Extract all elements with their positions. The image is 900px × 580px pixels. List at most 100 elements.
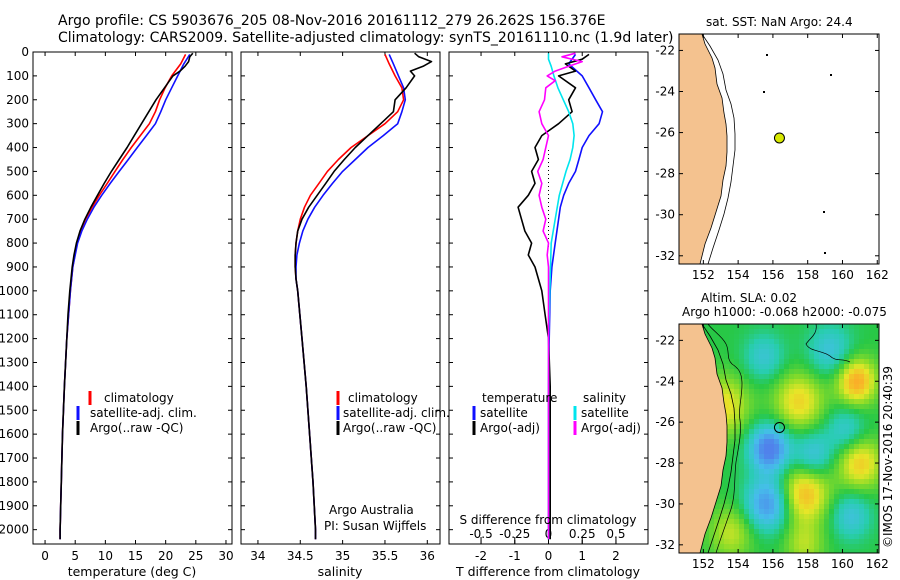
heatmap-cell [874, 494, 879, 500]
heatmap-cell [854, 419, 860, 425]
heatmap-cell [779, 464, 785, 470]
heatmap-cell [829, 384, 835, 390]
legend-label-argo: Argo(..raw -QC) [90, 421, 183, 435]
legend-label-climatology: climatology [104, 391, 174, 405]
heatmap-cell [854, 519, 860, 525]
heatmap-cell [754, 399, 760, 405]
heatmap-cell [829, 434, 835, 440]
heatmap-cell [794, 429, 800, 435]
heatmap-cell [834, 404, 840, 410]
map-x-tick-label: 158 [796, 557, 819, 571]
heatmap-cell [804, 354, 810, 360]
heatmap-cell [864, 349, 870, 355]
heatmap-cell [874, 449, 879, 455]
legend-label-t-argo: Argo(-adj) [480, 421, 540, 435]
heatmap-cell [869, 504, 875, 510]
heatmap-cell [774, 479, 780, 485]
difference-xlabel: T difference from climatology [455, 564, 641, 579]
heatmap-cell [809, 404, 815, 410]
heatmap-cell [739, 549, 745, 553]
heatmap-cell [869, 424, 875, 430]
heatmap-cell [774, 449, 780, 455]
heatmap-cell [804, 469, 810, 475]
heatmap-cell [859, 524, 865, 530]
heatmap-cell [769, 329, 775, 335]
x-tick-label: -1 [509, 549, 521, 563]
heatmap-cell [819, 424, 825, 430]
heatmap-cell [839, 444, 845, 450]
heatmap-cell [869, 449, 875, 455]
heatmap-cell [824, 454, 830, 460]
heatmap-cell [814, 384, 820, 390]
heatmap-cell [849, 359, 855, 365]
heatmap-cell [789, 359, 795, 365]
heatmap-cell [744, 464, 750, 470]
heatmap-cell [799, 499, 805, 505]
heatmap-cell [859, 474, 865, 480]
heatmap-cell [844, 504, 850, 510]
heatmap-cell [759, 524, 765, 530]
heatmap-cell [809, 419, 815, 425]
heatmap-cell [814, 329, 820, 335]
heatmap-cell [769, 484, 775, 490]
heatmap-cell [774, 454, 780, 460]
heatmap-cell [704, 544, 710, 550]
map-y-tick-label: -28 [655, 456, 675, 470]
heatmap-cell [764, 514, 770, 520]
heatmap-cell [779, 364, 785, 370]
heatmap-cell [874, 364, 879, 370]
heatmap-cell [784, 419, 790, 425]
heatmap-cell [874, 439, 879, 445]
heatmap-cell [769, 549, 775, 553]
heatmap-cell [834, 444, 840, 450]
heatmap-cell [734, 334, 740, 340]
heatmap-cell [784, 334, 790, 340]
heatmap-cell [864, 404, 870, 410]
heatmap-cell [819, 539, 825, 545]
heatmap-cell [809, 534, 815, 540]
heatmap-cell [764, 449, 770, 455]
legend-label-argo: Argo(..raw -QC) [343, 421, 436, 435]
heatmap-cell [839, 389, 845, 395]
heatmap-cell [769, 419, 775, 425]
heatmap-cell [739, 454, 745, 460]
heatmap-cell [854, 509, 860, 515]
heatmap-cell [814, 424, 820, 430]
heatmap-cell [754, 484, 760, 490]
heatmap-cell [709, 329, 715, 335]
heatmap-cell [814, 324, 820, 330]
heatmap-cell [704, 549, 710, 553]
heatmap-cell [819, 459, 825, 465]
heatmap-cell [819, 394, 825, 400]
heatmap-cell [839, 349, 845, 355]
heatmap-cell [769, 434, 775, 440]
difference-legend: temperature salinity satellite Argo(-adj… [472, 391, 641, 435]
heatmap-cell [714, 504, 720, 510]
heatmap-cell [744, 529, 750, 535]
heatmap-cell [859, 389, 865, 395]
heatmap-cell [819, 464, 825, 470]
heatmap-cell [854, 349, 860, 355]
heatmap-cell [779, 344, 785, 350]
sst-map-land-layer [679, 34, 832, 264]
heatmap-cell [794, 529, 800, 535]
heatmap-cell [864, 499, 870, 505]
heatmap-cell [719, 544, 725, 550]
heatmap-cell [814, 369, 820, 375]
seamount-marker [763, 91, 765, 93]
heatmap-cell [789, 409, 795, 415]
heatmap-cell [749, 349, 755, 355]
heatmap-cell [759, 424, 765, 430]
heatmap-cell [744, 404, 750, 410]
map-x-tick-label: 154 [727, 557, 750, 571]
heatmap-cell [854, 384, 860, 390]
heatmap-cell [729, 324, 735, 330]
heatmap-cell [824, 394, 830, 400]
heatmap-cell [834, 324, 840, 330]
heatmap-cell [864, 374, 870, 380]
heatmap-cell [824, 514, 830, 520]
heatmap-cell [754, 429, 760, 435]
heatmap-cell [869, 419, 875, 425]
heatmap-cell [739, 394, 745, 400]
heatmap-cell [834, 354, 840, 360]
